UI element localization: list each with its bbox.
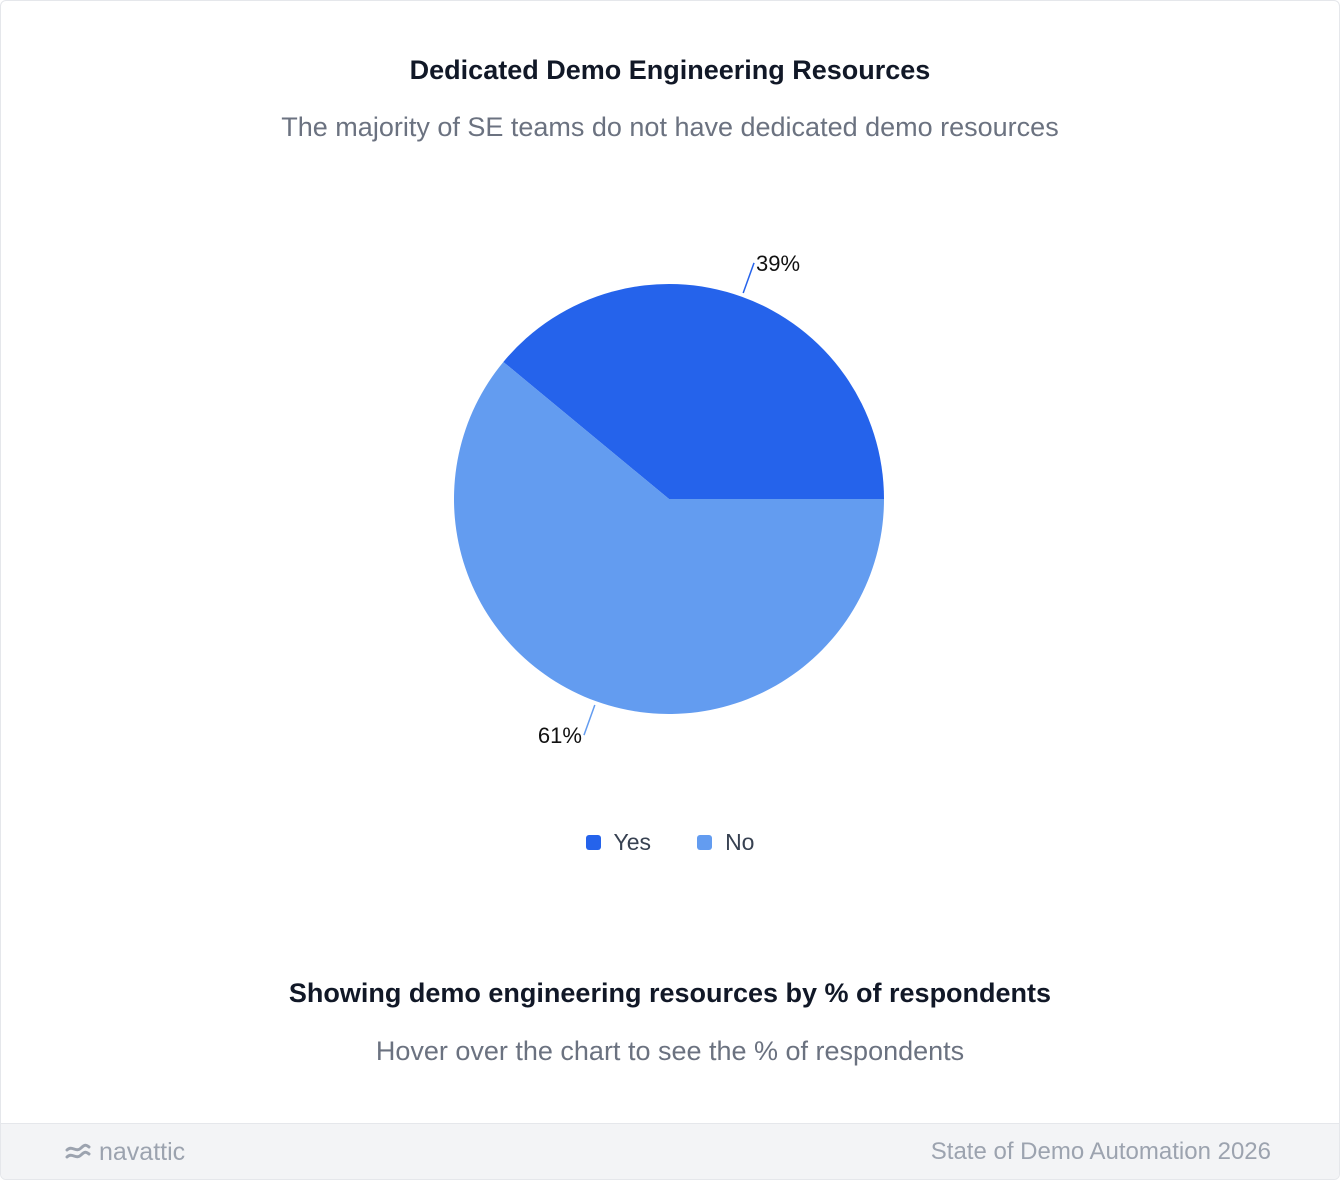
label-line-yes <box>742 262 755 294</box>
chart-legend: Yes No <box>1 829 1339 856</box>
navattic-logo-icon <box>65 1143 91 1158</box>
data-label-yes: 39% <box>756 251 800 276</box>
legend-swatch-no <box>697 835 713 850</box>
legend-item-yes[interactable]: Yes <box>585 829 652 856</box>
footnote-title: Showing demo engineering resources by % … <box>288 978 1052 1008</box>
chart-subtitle: The majority of SE teams do not have ded… <box>281 112 1059 142</box>
footnote-hint: Hover over the chart to see the % of res… <box>375 1036 965 1066</box>
footer-bar: navattic State of Demo Automation 2026 <box>1 1123 1339 1179</box>
data-label-no: 61% <box>538 723 582 748</box>
chart-title: Dedicated Demo Engineering Resources <box>409 55 931 85</box>
pie-slice-no[interactable] <box>453 361 884 715</box>
pie-chart[interactable]: 39% 61% <box>1 1 1339 801</box>
label-line-no <box>583 704 596 736</box>
brand-name: navattic <box>99 1138 186 1166</box>
legend-swatch-yes <box>585 835 601 850</box>
brand[interactable]: navattic <box>65 1138 185 1167</box>
legend-label-yes: Yes <box>613 829 652 855</box>
report-title: State of Demo Automation 2026 <box>930 1138 1271 1165</box>
legend-item-no[interactable]: No <box>697 829 754 856</box>
legend-label-no: No <box>725 829 755 855</box>
pie-slice-yes[interactable] <box>503 284 884 499</box>
